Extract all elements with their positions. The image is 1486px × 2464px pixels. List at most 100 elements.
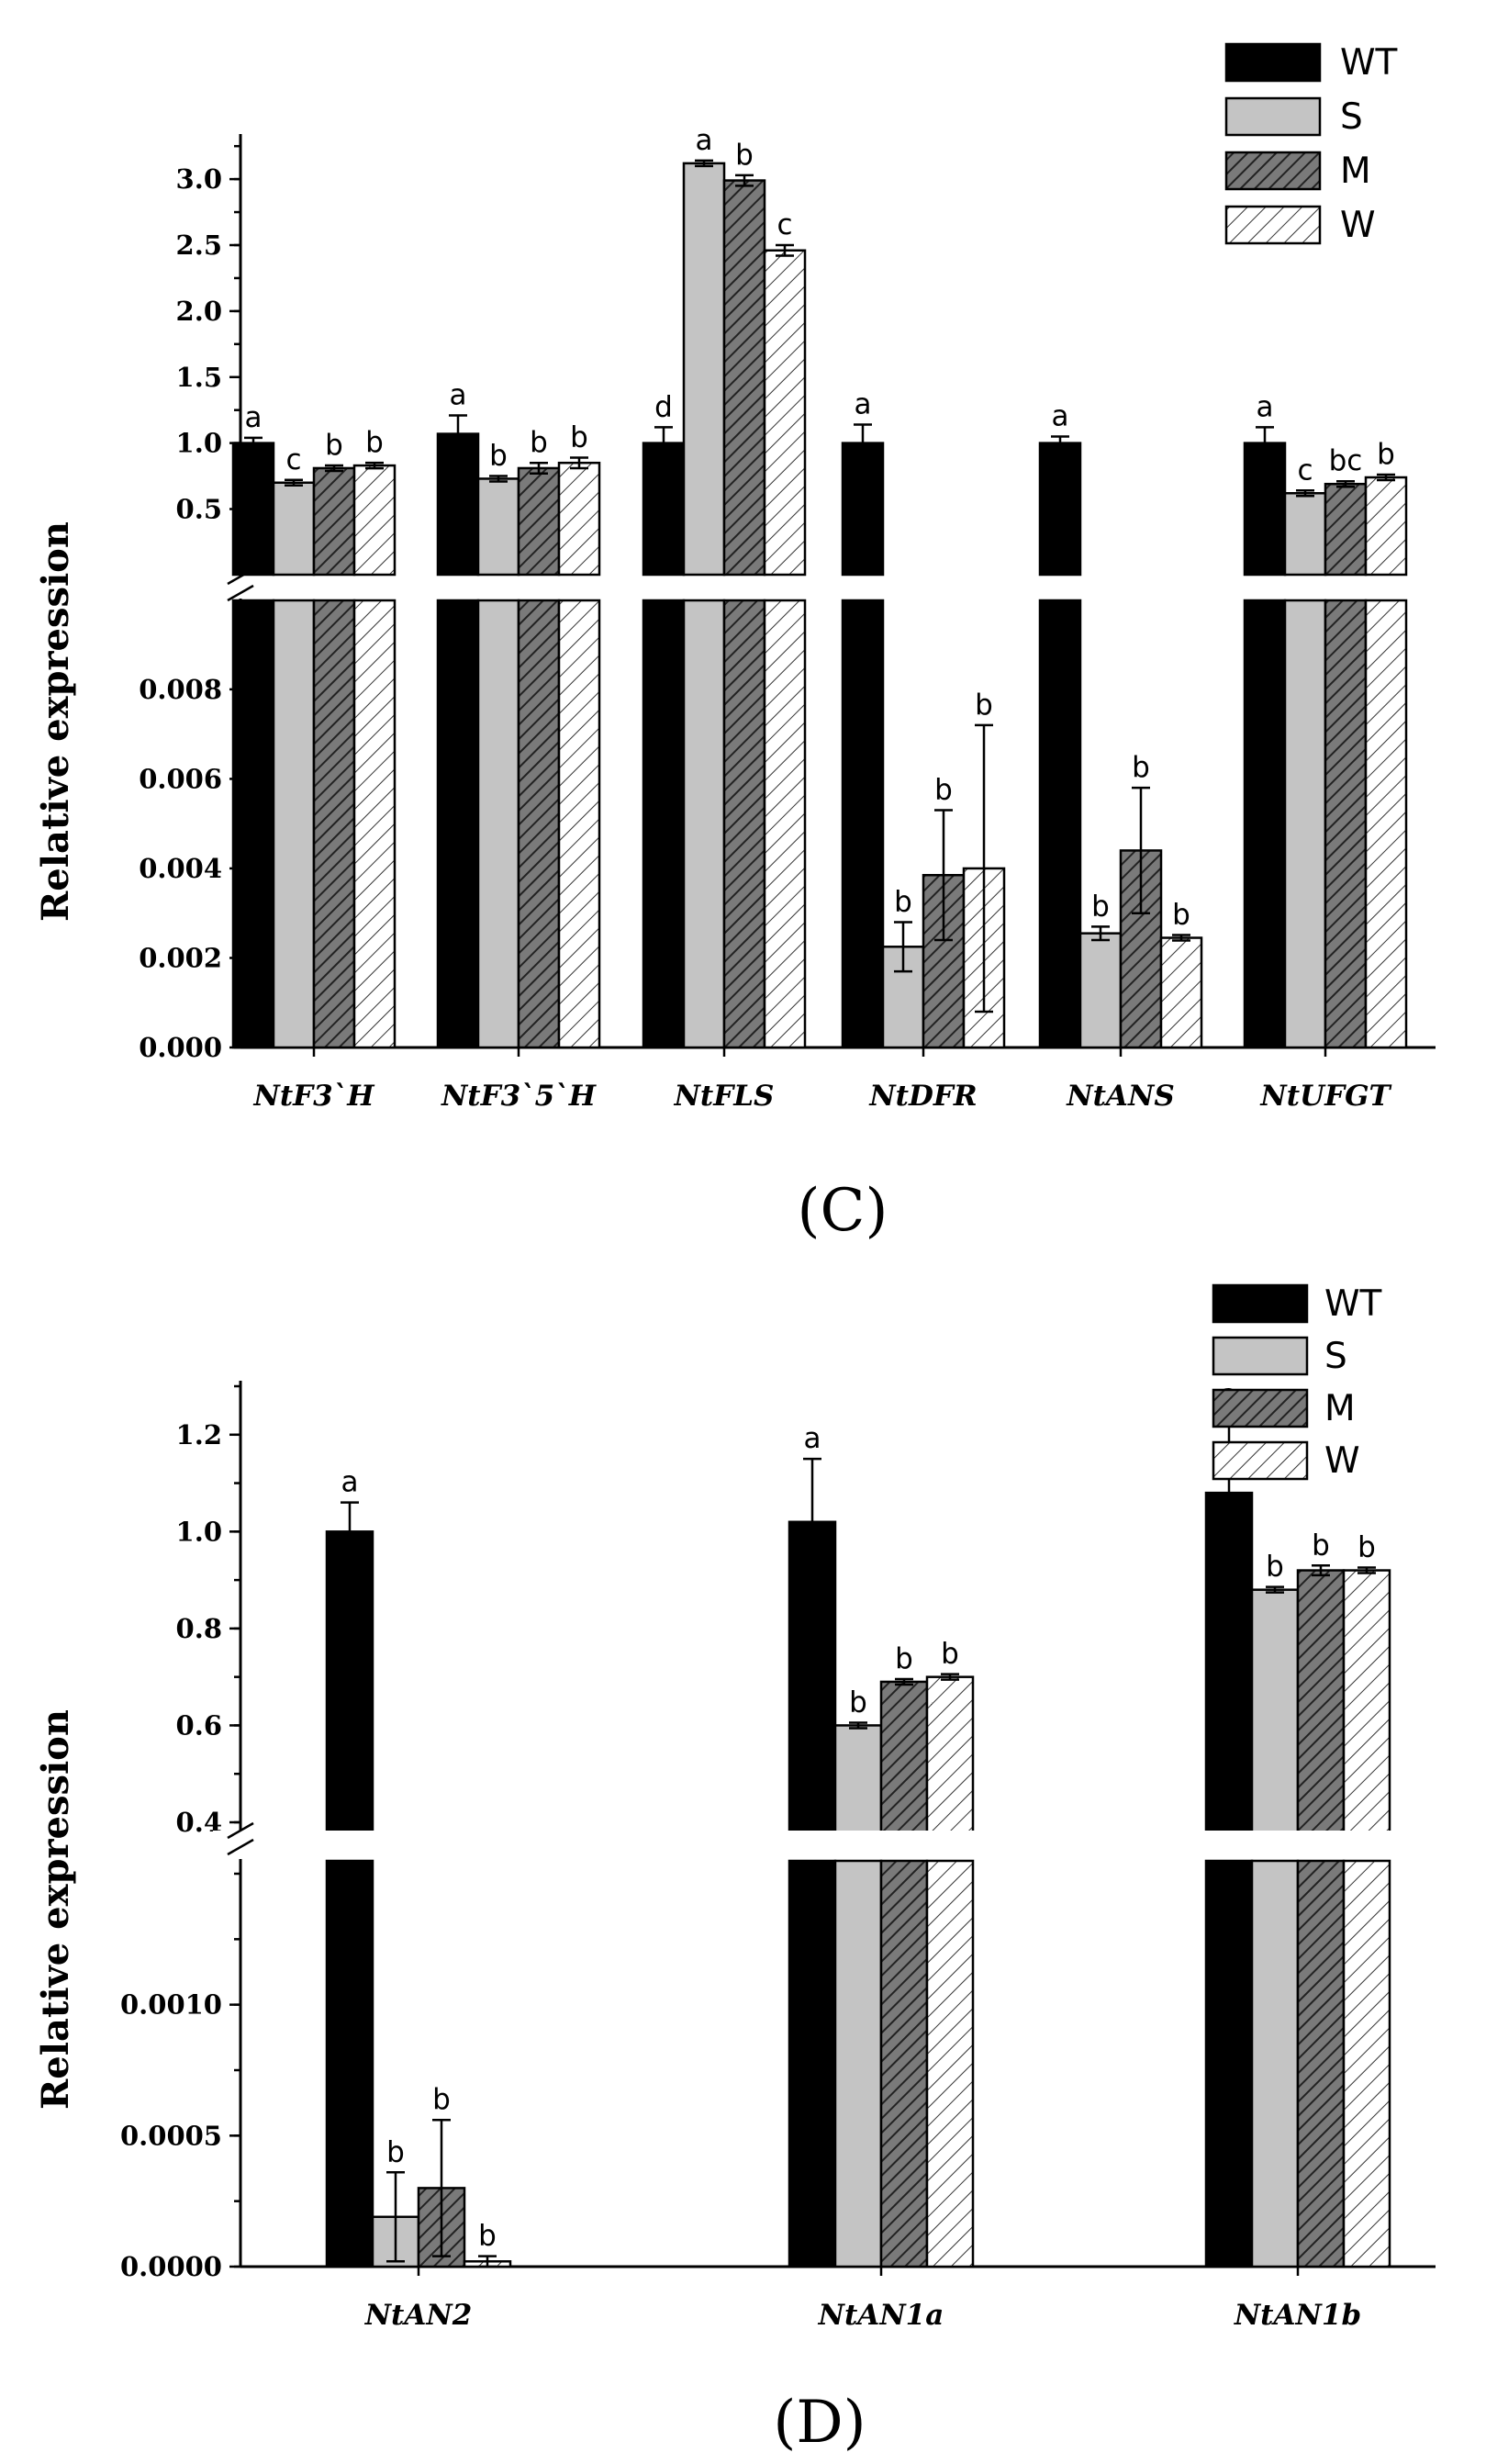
bar-m-lower (1296, 1859, 1346, 2268)
axis-break-gap (213, 1831, 1445, 1853)
y-tick-label-lower: 0.008 (139, 674, 222, 705)
bar-wt-lower (1204, 1859, 1254, 2268)
significance-letter: b (849, 1686, 867, 1719)
significance-letter: b (489, 439, 508, 472)
bar-w-upper (1364, 476, 1408, 577)
bar-wt-upper (1243, 442, 1287, 577)
axis-break-gap (213, 577, 1445, 599)
bar-m-upper (1296, 1569, 1346, 1837)
bar-s-upper (833, 1724, 883, 1837)
y-tick-label-lower: 0.002 (139, 942, 222, 973)
category-label: NtFLS (674, 1080, 775, 1113)
legend-label-wt: WT (1340, 42, 1398, 84)
significance-letter: d (654, 390, 673, 423)
bar-w-lower (1364, 599, 1408, 1049)
y-tick-label-upper: 1.5 (176, 362, 222, 393)
legend-swatch-s (1212, 1336, 1309, 1376)
bar-w-lower (557, 599, 601, 1049)
bar-wt-upper (1038, 442, 1082, 577)
y-tick-label-upper: 0.5 (176, 494, 222, 525)
bar-s-upper (476, 477, 520, 577)
bar-m-lower (722, 599, 766, 1049)
category-label: NtAN1b (1234, 2299, 1361, 2332)
significance-letter: c (1297, 454, 1313, 487)
bar-m-lower (517, 599, 561, 1049)
axis-break-mark (227, 584, 254, 602)
bar-s (1078, 932, 1123, 1049)
axis-break-mark (227, 1838, 254, 1856)
category-label: NtANS (1066, 1080, 1174, 1113)
significance-letter: b (530, 426, 548, 459)
y-tick-label-lower: 0.006 (139, 763, 222, 794)
legend-swatch-w (1212, 1440, 1309, 1481)
significance-letter: c (777, 208, 792, 241)
significance-letter: b (432, 2083, 451, 2116)
bar-wt-lower (788, 1859, 837, 2268)
bar-m-upper (722, 179, 766, 577)
legend-swatch-wt (1224, 42, 1322, 83)
significance-letter: c (285, 443, 301, 476)
y-axis-title: Relative expression (34, 1709, 77, 2110)
y-tick-label-upper: 1.0 (176, 1516, 222, 1547)
significance-letter: a (1052, 399, 1069, 432)
significance-letter: a (696, 124, 713, 157)
bar-m-upper (312, 466, 356, 577)
y-tick-label-lower: 0.0000 (120, 2251, 222, 2282)
legend-label-s: S (1324, 1336, 1347, 1377)
y-tick-label-lower: 0.004 (139, 853, 222, 884)
bar-m-lower (1324, 599, 1368, 1049)
legend-label-m: M (1340, 151, 1371, 192)
bar-s-lower (476, 599, 520, 1049)
significance-letter: b (325, 429, 343, 462)
axis-break-mark (227, 567, 254, 586)
axis-break-mark (227, 1821, 254, 1840)
panel-label: (C) (798, 1177, 888, 1245)
category-label: NtDFR (868, 1080, 977, 1113)
legend-label-w: W (1324, 1440, 1360, 1482)
category-label: NtAN2 (364, 2299, 473, 2332)
chart-panel-d: 0.40.60.81.01.20.00000.00050.0010abbbNtA… (34, 1283, 1445, 2457)
significance-letter: b (1358, 1531, 1376, 1564)
bar-wt-lower (1243, 599, 1287, 1049)
bar-w-upper (925, 1675, 975, 1837)
bar-s-lower (1283, 599, 1327, 1049)
bar-wt-lower (841, 599, 885, 1049)
panel-label: (D) (773, 2389, 866, 2457)
bar-w-lower (925, 1859, 975, 2268)
bar-w-lower (763, 599, 807, 1049)
significance-letter: b (1312, 1529, 1330, 1562)
bar-wt-upper (841, 442, 885, 577)
significance-letter: a (245, 401, 263, 434)
y-tick-label-upper: 1.0 (176, 428, 222, 459)
significance-letter: b (895, 1642, 913, 1675)
legend-swatch-w (1224, 205, 1322, 245)
bar-wt-lower (231, 599, 275, 1049)
legend-label-w: W (1340, 205, 1376, 246)
bar-m-lower (312, 599, 356, 1049)
y-tick-label-upper: 1.2 (176, 1419, 222, 1450)
y-tick-label-upper: 2.0 (176, 296, 222, 327)
y-tick-label-lower: 0.0005 (120, 2120, 222, 2151)
significance-letter: a (1257, 390, 1274, 423)
category-label: NtAN1a (818, 2299, 944, 2332)
bar-m (922, 874, 966, 1049)
bar-s-lower (272, 599, 316, 1049)
significance-letter: b (894, 885, 912, 918)
bar-w-upper (1342, 1569, 1391, 1837)
bar-m-lower (879, 1859, 929, 2268)
y-tick-label-lower: 0.0010 (120, 1989, 222, 2021)
significance-letter: b (735, 139, 754, 172)
bar-s-upper (1250, 1588, 1300, 1837)
y-tick-label-lower: 0.000 (139, 1032, 222, 1063)
y-tick-label-upper: 3.0 (176, 163, 222, 195)
legend-label-wt: WT (1324, 1283, 1382, 1325)
significance-letter: a (804, 1422, 821, 1455)
bar-w-lower (352, 599, 397, 1049)
y-tick-label-upper: 2.5 (176, 230, 222, 261)
significance-letter: a (855, 388, 872, 421)
bar-s-upper (682, 162, 726, 577)
significance-letter: b (570, 420, 588, 454)
bar-w-upper (352, 464, 397, 577)
legend-label-m: M (1324, 1388, 1356, 1429)
